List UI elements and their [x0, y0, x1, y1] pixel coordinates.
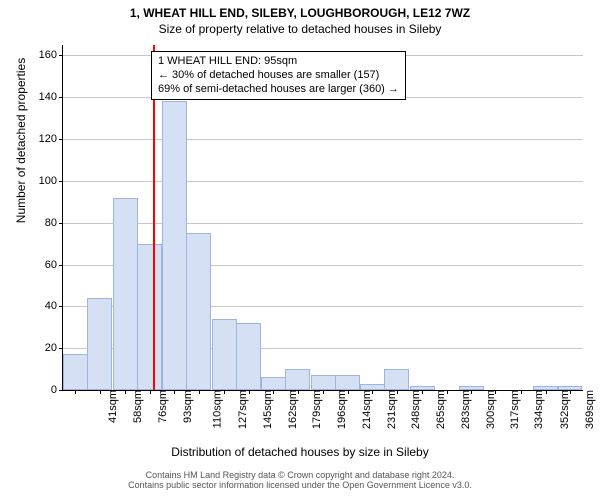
xtick-label: 300sqm — [483, 390, 497, 429]
bar — [63, 354, 88, 390]
xtick-label: 248sqm — [408, 390, 422, 429]
bar — [558, 386, 583, 390]
chart-title: 1, WHEAT HILL END, SILEBY, LOUGHBOROUGH,… — [0, 6, 600, 20]
ytick-label: 100 — [39, 175, 63, 187]
xtick-label: 162sqm — [285, 390, 299, 429]
ytick-label: 0 — [51, 384, 63, 396]
bar — [87, 298, 112, 390]
xtick-label: 93sqm — [180, 390, 194, 423]
xtick-label: 76sqm — [155, 390, 169, 423]
xtick-mark — [150, 390, 151, 394]
plot-area: 1 WHEAT HILL END: 95sqm ← 30% of detache… — [62, 45, 583, 391]
xtick-mark — [422, 390, 423, 394]
bar — [533, 386, 558, 390]
bar — [261, 377, 286, 390]
bar — [335, 375, 360, 390]
xtick-mark — [546, 390, 547, 394]
ytick-label: 120 — [39, 133, 63, 145]
footer-line: Contains public sector information licen… — [0, 480, 600, 490]
bar — [212, 319, 237, 390]
ytick-label: 60 — [45, 259, 63, 271]
bar — [236, 323, 261, 390]
xtick-label: 110sqm — [210, 390, 224, 428]
bar — [384, 369, 409, 390]
ytick-label: 80 — [45, 217, 63, 229]
xtick-mark — [273, 390, 274, 394]
bar — [113, 198, 138, 390]
xtick-mark — [521, 390, 522, 394]
annotation-box: 1 WHEAT HILL END: 95sqm ← 30% of detache… — [151, 51, 406, 100]
annotation-line: ← 30% of detached houses are smaller (15… — [158, 69, 399, 83]
xtick-mark — [298, 390, 299, 394]
xtick-mark — [471, 390, 472, 394]
xtick-mark — [224, 390, 225, 394]
bar — [162, 101, 187, 390]
x-axis-label: Distribution of detached houses by size … — [0, 445, 600, 459]
ytick-label: 20 — [45, 342, 63, 354]
gridline — [63, 181, 583, 182]
xtick-label: 214sqm — [359, 390, 373, 429]
xtick-mark — [397, 390, 398, 394]
bar — [285, 369, 310, 390]
xtick-mark — [174, 390, 175, 394]
xtick-mark — [249, 390, 250, 394]
xtick-label: 179sqm — [309, 390, 323, 429]
xtick-label: 334sqm — [532, 390, 546, 429]
xtick-label: 145sqm — [261, 390, 275, 429]
chart-subtitle: Size of property relative to detached ho… — [0, 22, 600, 36]
xtick-label: 127sqm — [235, 390, 249, 429]
xtick-label: 352sqm — [557, 390, 571, 429]
chart-container: 1, WHEAT HILL END, SILEBY, LOUGHBOROUGH,… — [0, 0, 600, 500]
gridline — [63, 223, 583, 224]
ytick-label: 140 — [39, 91, 63, 103]
xtick-label: 58sqm — [130, 390, 144, 423]
ytick-label: 160 — [39, 49, 63, 61]
xtick-mark — [348, 390, 349, 394]
xtick-mark — [495, 390, 496, 394]
xtick-label: 231sqm — [384, 390, 398, 429]
xtick-label: 196sqm — [334, 390, 348, 429]
annotation-line: 1 WHEAT HILL END: 95sqm — [158, 55, 399, 69]
gridline — [63, 139, 583, 140]
bar — [137, 244, 162, 390]
bar — [186, 233, 211, 390]
xtick-mark — [447, 390, 448, 394]
footer: Contains HM Land Registry data © Crown c… — [0, 470, 600, 490]
bar — [410, 386, 435, 390]
annotation-line: 69% of semi-detached houses are larger (… — [158, 83, 399, 97]
y-axis-label: Number of detached properties — [14, 0, 28, 313]
ytick-label: 40 — [45, 300, 63, 312]
xtick-label: 317sqm — [507, 390, 521, 429]
xtick-mark — [199, 390, 200, 394]
bar — [360, 384, 385, 390]
xtick-mark — [75, 390, 76, 394]
xtick-mark — [570, 390, 571, 394]
bar — [459, 386, 484, 390]
xtick-label: 265sqm — [433, 390, 447, 429]
xtick-label: 41sqm — [105, 390, 119, 423]
footer-line: Contains HM Land Registry data © Crown c… — [0, 470, 600, 480]
xtick-label: 283sqm — [458, 390, 472, 429]
bar — [311, 375, 336, 390]
xtick-label: 369sqm — [582, 390, 596, 429]
xtick-mark — [100, 390, 101, 394]
xtick-mark — [125, 390, 126, 394]
xtick-mark — [323, 390, 324, 394]
xtick-mark — [372, 390, 373, 394]
